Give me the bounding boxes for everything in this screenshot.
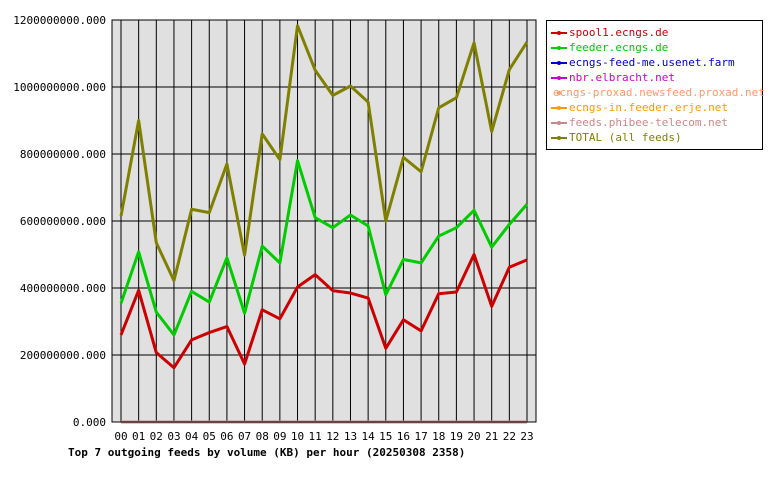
legend-swatch	[551, 73, 567, 83]
x-tick-label: 21	[485, 430, 498, 443]
x-tick-label: 00	[114, 430, 127, 443]
y-tick-label: 1200000000.000	[13, 14, 106, 27]
legend-swatch-marker	[557, 30, 561, 35]
legend-swatch	[551, 43, 567, 53]
legend-swatch-marker	[557, 135, 561, 140]
legend-label: nbr.elbracht.net	[569, 71, 675, 84]
plot-border	[111, 19, 537, 423]
legend-swatch	[551, 28, 567, 38]
legend-swatch	[551, 133, 567, 143]
legend-label: ecngs-feed-me.usenet.farm	[569, 56, 735, 69]
legend-swatch-marker	[557, 75, 561, 80]
x-tick-label: 01	[132, 430, 145, 443]
x-tick-label: 20	[467, 430, 480, 443]
x-tick-label: 23	[520, 430, 533, 443]
legend-label: spool1.ecngs.de	[569, 26, 669, 39]
series-line	[119, 159, 529, 337]
y-tick-label: 600000000.000	[20, 215, 106, 228]
x-tick-label: 11	[309, 430, 322, 443]
grid	[112, 19, 536, 423]
legend-swatch	[551, 58, 567, 68]
legend-swatch	[551, 118, 567, 128]
y-tick-label: 200000000.000	[20, 349, 106, 362]
y-tick-label: 400000000.000	[20, 282, 106, 295]
y-tick-label: 800000000.000	[20, 148, 106, 161]
x-tick-label: 22	[503, 430, 516, 443]
x-tick-label: 13	[344, 430, 357, 443]
x-axis: 00 01 02 03 04 05 06 07 08 09 10 11 12 13 14 15 16 17 18 19…	[114, 430, 533, 443]
legend-label: ecngs-proxad.newsfeed.proxad.net	[553, 86, 765, 99]
series-line	[119, 253, 528, 370]
legend: spool1.ecngs.de feeder.ecngs.de ecngs-feed…	[546, 20, 765, 150]
x-tick-label: 16	[397, 430, 410, 443]
legend-swatch-marker	[557, 45, 561, 50]
series-line	[119, 24, 529, 283]
x-tick-label: 18	[432, 430, 445, 443]
legend-label: ecngs-in.feeder.erje.net	[569, 101, 728, 114]
legend-item: ecngs-feed-me.usenet.farm	[551, 55, 762, 70]
legend-item: feeds.phibee-telecom.net	[551, 115, 762, 130]
x-tick-label: 02	[150, 430, 163, 443]
x-tick-label: 03	[167, 430, 180, 443]
legend-item: TOTAL (all feeds)	[551, 130, 762, 145]
y-axis: 0.000 200000000.000 400000000.000 600000000…	[13, 14, 106, 429]
x-tick-label: 10	[291, 430, 304, 443]
x-tick-label: 19	[450, 430, 463, 443]
legend-swatch	[551, 103, 567, 113]
legend-label: feeds.phibee-telecom.net	[569, 116, 728, 129]
x-tick-label: 09	[273, 430, 286, 443]
y-tick-label: 0.000	[73, 416, 106, 429]
legend-swatch-marker	[557, 105, 561, 110]
x-tick-label: 06	[220, 430, 233, 443]
x-tick-label: 07	[238, 430, 251, 443]
x-tick-label: 08	[256, 430, 269, 443]
legend-label: feeder.ecngs.de	[569, 41, 669, 54]
x-tick-label: 04	[185, 430, 199, 443]
x-tick-label: 14	[362, 430, 376, 443]
x-tick-label: 15	[379, 430, 392, 443]
x-tick-label: 05	[203, 430, 216, 443]
x-tick-label: 17	[414, 430, 427, 443]
y-tick-label: 1000000000.000	[13, 81, 106, 94]
legend-swatch-marker	[557, 120, 561, 125]
legend-item: ecngs-in.feeder.erje.net	[551, 100, 762, 115]
legend-label: TOTAL (all feeds)	[569, 131, 682, 144]
legend-swatch-marker	[557, 60, 561, 65]
x-tick-label: 12	[326, 430, 339, 443]
legend-item: nbr.elbracht.net	[551, 70, 762, 85]
legend-item: feeder.ecngs.de	[551, 40, 762, 55]
legend-item: spool1.ecngs.de	[551, 25, 762, 40]
chart-title: Top 7 outgoing feeds by volume (KB) per …	[68, 446, 465, 459]
legend-item: ecngs-proxad.newsfeed.proxad.net	[551, 85, 765, 100]
legend-swatch-marker	[557, 90, 561, 95]
